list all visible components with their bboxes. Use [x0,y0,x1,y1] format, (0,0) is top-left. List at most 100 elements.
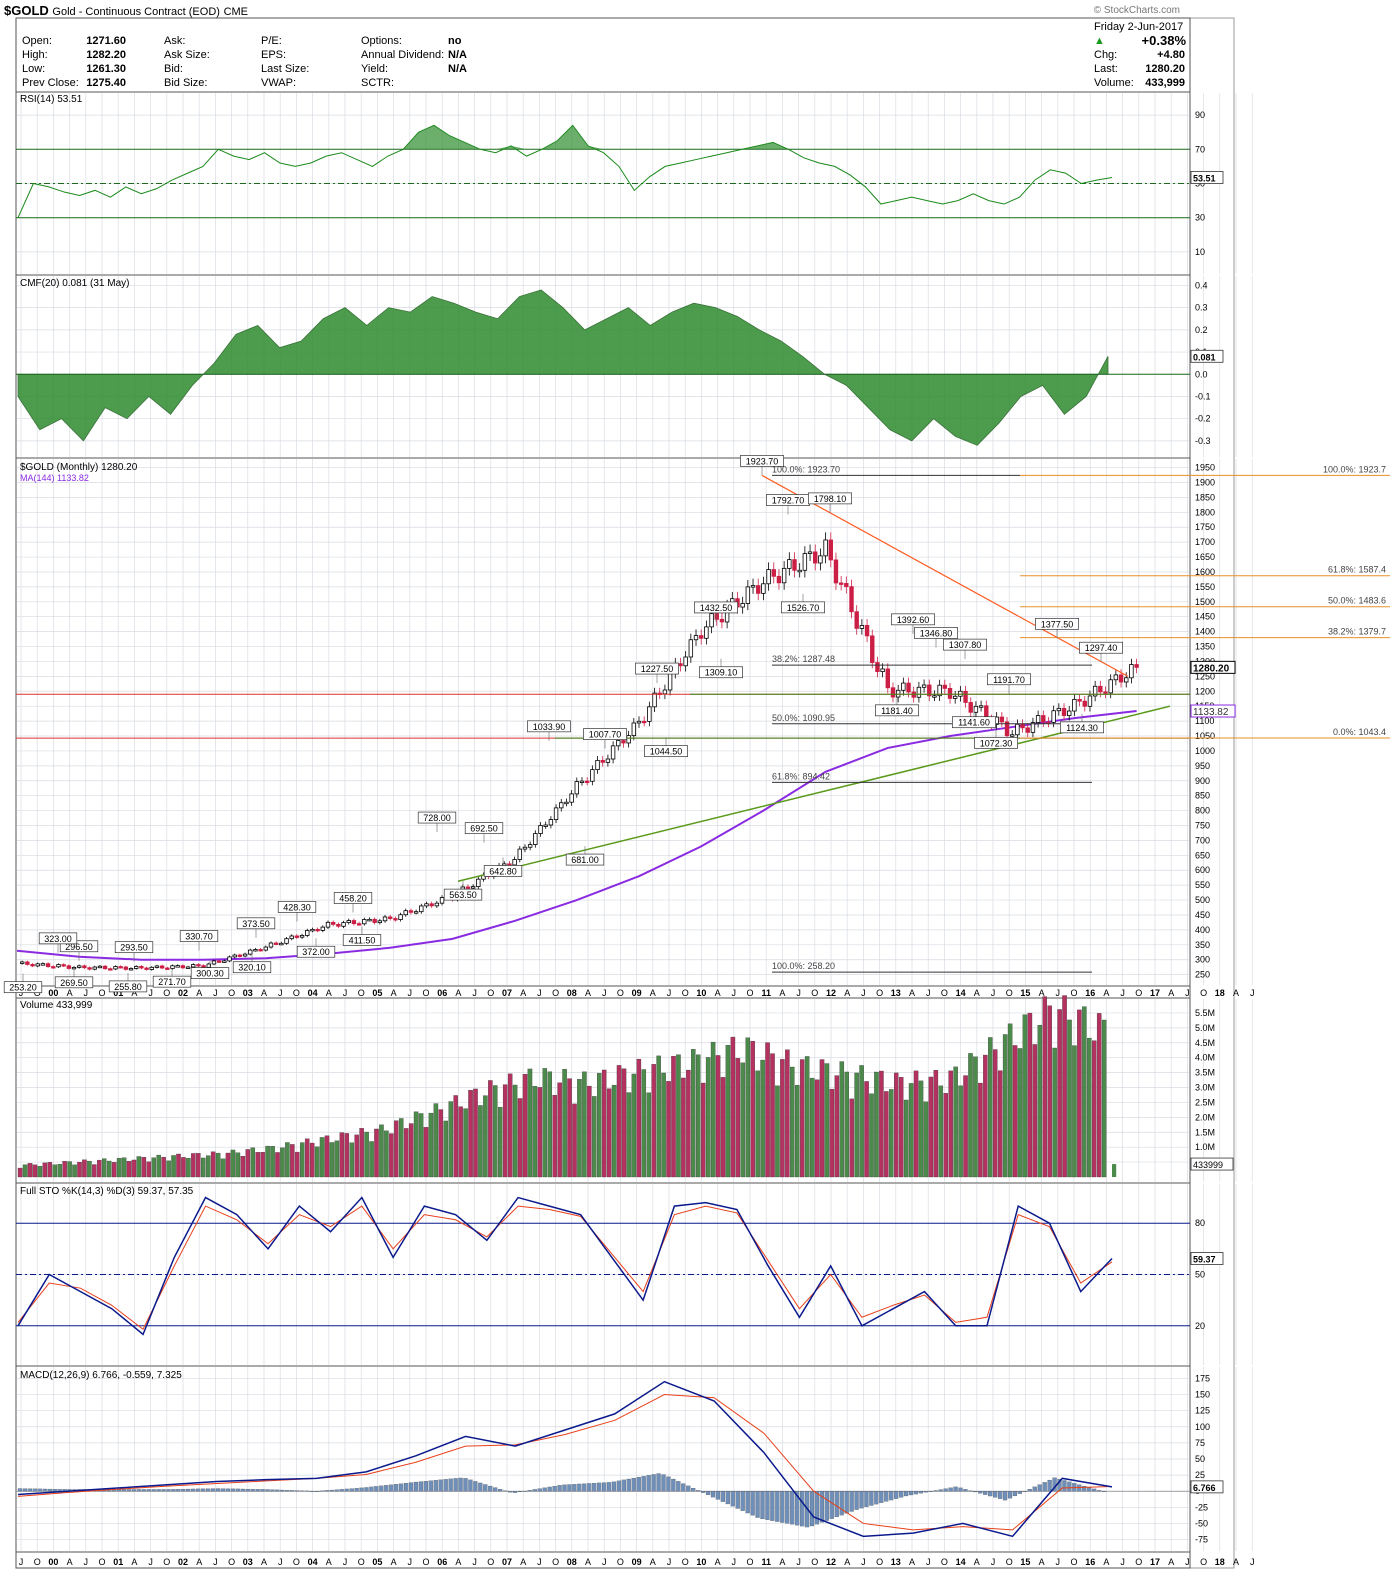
macd-histogram-bar [859,1491,864,1509]
y-tick-label: 1650 [1195,552,1215,562]
x-tick-label: A [585,988,591,998]
volume-bar [601,1069,607,1178]
candle-body [154,965,160,968]
macd-histogram-bar [364,1487,369,1492]
candle-body [704,626,709,639]
candle-body [196,964,201,967]
volume-bar [522,1073,528,1178]
volume-bar [918,1080,924,1178]
candle-body [590,769,595,782]
y-tick-label: 450 [1195,910,1210,920]
x-tick-label: O [1070,1557,1077,1567]
x-tick-label: 00 [48,988,58,998]
x-tick-label: 04 [308,1557,318,1567]
volume-bar [943,1093,949,1178]
macd-histogram-bar [765,1491,770,1520]
volume-bar [225,1152,231,1178]
annotation-box [699,666,743,679]
volume-bar [933,1070,939,1178]
volume-bar [200,1157,206,1178]
macd-histogram-bar [720,1491,726,1502]
price-annotation: 1377.50 [1041,619,1074,629]
macd-histogram-bar [32,1488,37,1492]
candle-body [641,720,647,724]
candle-body [1061,707,1067,716]
candle-body [242,953,248,957]
y-tick-label: 1000 [1195,746,1215,756]
right-labels: Chg: Last: Volume: [1094,48,1134,90]
candle-body [616,740,621,747]
annotation-box [875,704,919,717]
macd-histogram-bar [879,1491,884,1503]
volume-bar [661,1072,666,1178]
x-tick-label: 03 [243,988,253,998]
volume-bar [958,1085,963,1178]
volume-bar [641,1069,647,1178]
panel-border-header [15,17,1191,93]
macd-histogram-bar [1087,1487,1092,1492]
y-tick-label: 0.3 [1195,303,1208,313]
x-tick-label: O [34,1557,41,1567]
last-price-tag: 1280.20 [1193,663,1230,674]
volume-bar [1052,1047,1057,1178]
cmf-title: CMF(20) 0.081 (31 May) [20,278,129,289]
macd-histogram-bar [552,1486,557,1492]
candle-body [647,706,652,722]
macd-histogram-bar [191,1488,196,1492]
candle-body [600,759,605,763]
macd-histogram-bar [997,1491,1003,1499]
cmf-last-value: 0.081 [1193,352,1216,362]
y-tick-label: 100 [1195,1422,1210,1432]
volume-bar [715,1055,721,1178]
macd-histogram-bar [894,1491,899,1499]
macd-histogram-bar [597,1482,602,1492]
x-tick-label: J [343,988,348,998]
macd-histogram-bar [735,1491,740,1509]
volume-bar [646,1092,652,1178]
x-tick-label: O [617,988,624,998]
x-tick-label: J [796,1557,801,1567]
exchange: CME [223,6,249,18]
volume-bar [37,1166,43,1178]
candle-body [844,583,849,588]
x-tick-label: A [974,988,980,998]
x-tick-label: O [811,988,818,998]
volume-bar [651,1064,656,1178]
x-tick-label: J [926,1557,931,1567]
candle-body [289,935,294,940]
price-annotation: 330.70 [185,932,213,942]
candle-body [880,668,885,672]
macd-histogram-bar [933,1490,938,1492]
macd-histogram-bar [354,1488,359,1492]
volume-bar [488,1080,493,1178]
volume-bar [394,1120,399,1178]
x-tick-label: J [861,988,866,998]
annotation-box [527,720,571,733]
volume-bar [22,1164,28,1178]
last-label: Last: [1094,63,1118,75]
x-tick-label: J [732,988,737,998]
volume-bar [290,1144,295,1178]
annotation-box [1035,617,1079,630]
candle-body [709,613,714,628]
y-tick-label: 0.2 [1195,325,1208,335]
volume-bar [775,1085,780,1178]
volume-bar [344,1133,350,1178]
bid-size-label: Bid Size: [164,77,208,89]
volume-bar [725,1045,731,1178]
candle-body [258,949,263,952]
volume-bar [102,1158,107,1178]
candle-body [56,964,61,968]
macd-histogram-bar [339,1489,344,1492]
x-tick-label: 16 [1085,1557,1095,1567]
down-trendline [761,474,1129,677]
last-value: 1280.20 [1145,63,1185,75]
volume-bar [220,1158,226,1178]
candle-body [688,639,694,658]
volume-bar [686,1069,691,1178]
price-annotation: 320.10 [238,963,266,973]
macd-histogram-bar [448,1478,453,1492]
macd-histogram-bar [913,1491,919,1495]
bid-label: Bid: [164,63,183,75]
volume-bar [819,1059,825,1178]
